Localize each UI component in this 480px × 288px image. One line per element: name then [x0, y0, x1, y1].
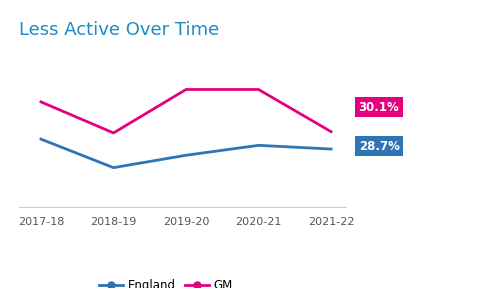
Text: 28.7%: 28.7%	[359, 140, 399, 153]
Text: Less Active Over Time: Less Active Over Time	[19, 21, 219, 39]
Text: 30.1%: 30.1%	[359, 101, 399, 114]
Legend: England, GM: England, GM	[95, 274, 238, 288]
